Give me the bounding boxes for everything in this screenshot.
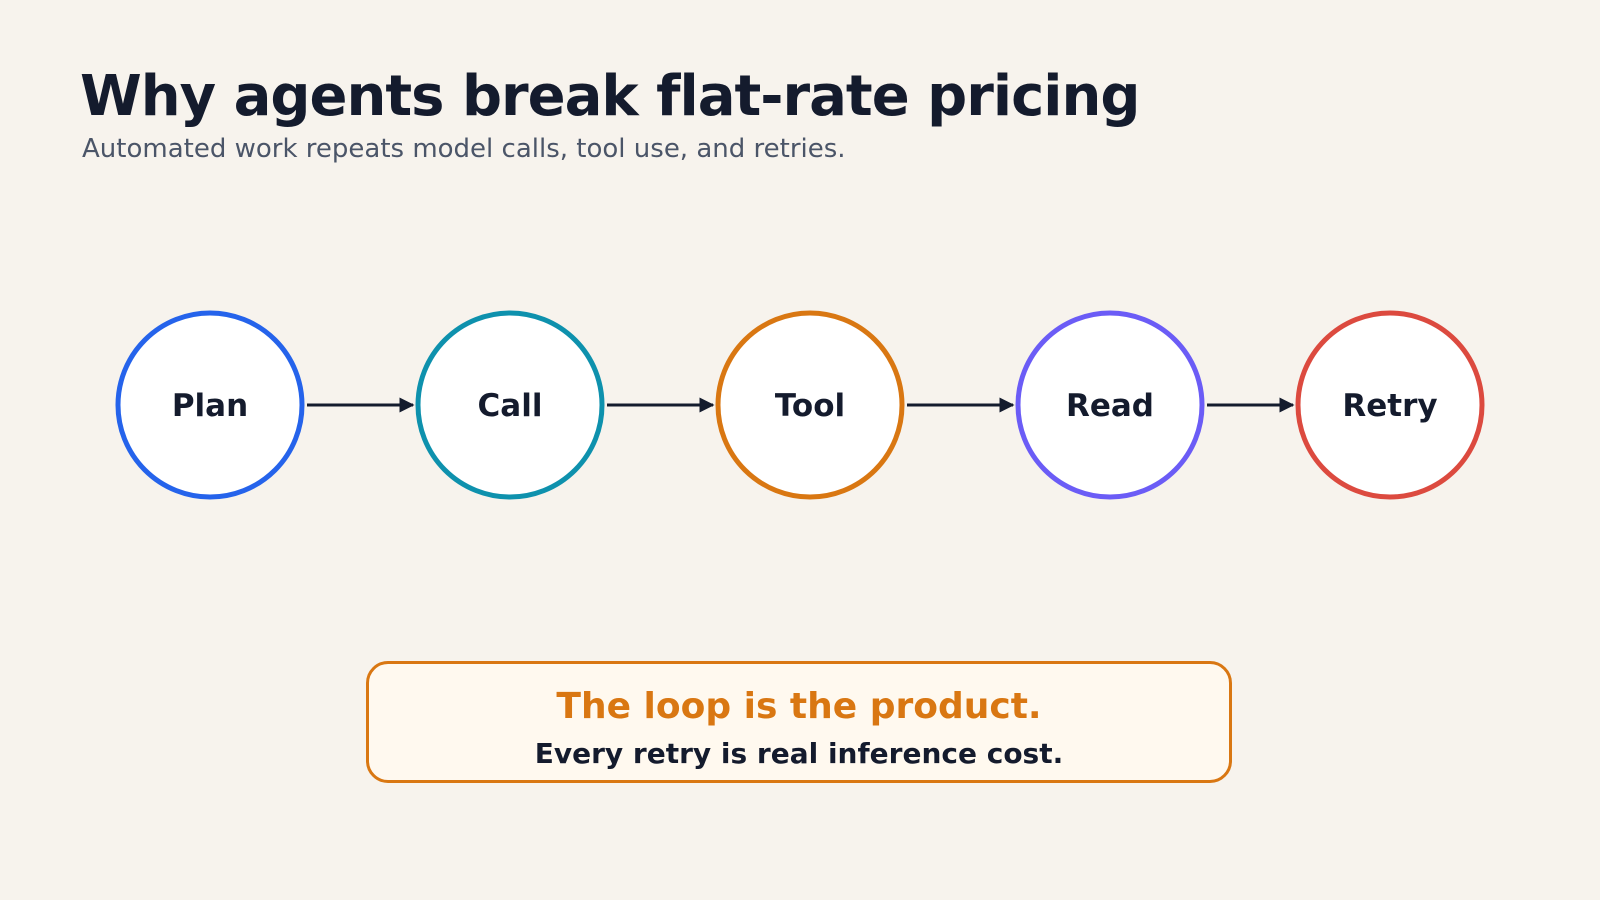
flow-node-circle <box>415 310 605 500</box>
flow-node-circle <box>1015 310 1205 500</box>
flow-node-read: Read <box>1015 310 1205 500</box>
callout-box: The loop is the product. Every retry is … <box>366 661 1232 783</box>
flow-node-retry: Retry <box>1295 310 1485 500</box>
flow-node-tool: Tool <box>715 310 905 500</box>
flow-node-label: Tool <box>775 388 845 424</box>
flow-node-label: Read <box>1066 388 1154 424</box>
flow-node-plan: Plan <box>115 310 305 500</box>
flow-node-label: Call <box>478 388 543 424</box>
flow-node-circle <box>115 310 305 500</box>
flow-node-circle <box>715 310 905 500</box>
callout-headline: The loop is the product. <box>556 686 1042 727</box>
page-subtitle: Automated work repeats model calls, tool… <box>82 134 846 164</box>
flow-node-label: Retry <box>1342 388 1437 424</box>
flow-node-circle <box>1295 310 1485 500</box>
flow-node-label: Plan <box>172 388 248 424</box>
page-title: Why agents break flat-rate pricing <box>80 64 1140 129</box>
callout-body: Every retry is real inference cost. <box>534 737 1064 770</box>
flow-node-call: Call <box>415 310 605 500</box>
